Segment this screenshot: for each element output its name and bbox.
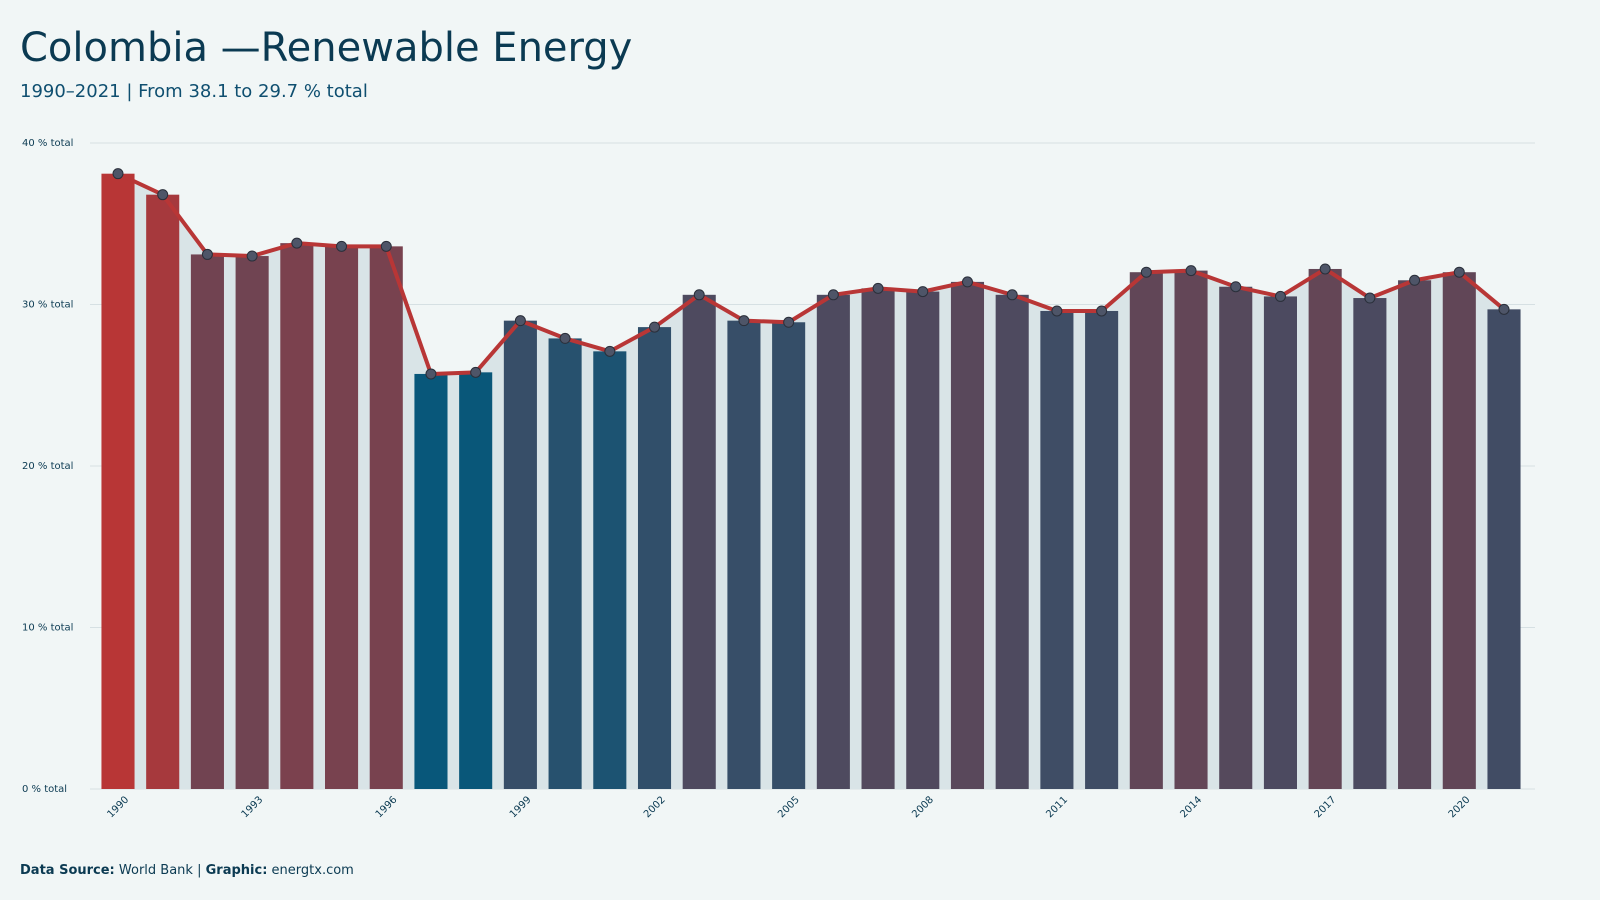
bar	[950, 281, 985, 789]
bar	[637, 327, 672, 789]
bar	[101, 173, 135, 789]
y-tick-label: 30 % total	[22, 300, 73, 311]
marker	[336, 240, 348, 252]
marker	[1319, 263, 1331, 275]
y-tick-label: 0 % total	[22, 784, 67, 795]
bar	[146, 194, 180, 789]
marker	[559, 332, 571, 344]
marker	[961, 276, 973, 288]
marker	[1051, 305, 1063, 317]
bar	[995, 294, 1029, 789]
chart-title: Colombia —Renewable Energy	[20, 25, 632, 71]
bar	[1174, 270, 1208, 790]
marker	[783, 316, 795, 328]
source: World Bank	[119, 863, 194, 878]
marker	[1453, 266, 1465, 278]
graphic: energtx.com	[272, 863, 354, 878]
marker	[1096, 305, 1108, 317]
marker	[380, 240, 392, 252]
marker	[470, 366, 482, 378]
bar	[459, 372, 493, 789]
bar	[1398, 280, 1432, 789]
bar	[1085, 310, 1119, 789]
bar	[1353, 298, 1387, 789]
separator: |	[197, 863, 201, 878]
bar	[772, 322, 806, 789]
marker	[604, 345, 616, 357]
footer: Data Source: World Bank | Graphic: energ…	[20, 863, 354, 878]
bar	[861, 288, 895, 789]
bar	[593, 351, 627, 789]
bar	[414, 373, 448, 789]
bar	[1487, 309, 1521, 789]
marker	[246, 250, 258, 262]
chart-subtitle: 1990–2021 | From 38.1 to 29.7 % total	[20, 81, 368, 102]
bar	[1442, 272, 1476, 789]
bar	[503, 320, 537, 789]
line	[117, 171, 1506, 376]
y-tick-label: 40 % total	[22, 138, 73, 149]
source-label: Data Source:	[20, 863, 115, 878]
marker	[917, 286, 929, 298]
bar	[682, 294, 716, 789]
marker	[1364, 292, 1376, 304]
marker	[693, 289, 705, 301]
graphic-label: Graphic:	[206, 863, 268, 878]
marker	[649, 321, 661, 333]
bar	[1263, 296, 1297, 789]
y-tick-label: 20 % total	[22, 461, 73, 472]
marker	[738, 315, 750, 327]
bar	[727, 320, 761, 789]
marker	[201, 248, 213, 260]
y-tick-label: 10 % total	[22, 623, 73, 634]
marker	[291, 237, 303, 249]
bar	[190, 254, 224, 789]
bar	[548, 338, 582, 789]
marker	[1185, 265, 1197, 277]
marker	[112, 168, 124, 180]
bar	[325, 246, 359, 790]
marker	[425, 368, 437, 380]
bar	[1129, 272, 1163, 789]
bar	[280, 243, 314, 789]
bar	[1308, 268, 1342, 790]
bar	[235, 256, 269, 789]
bar	[906, 291, 940, 789]
marker	[1409, 274, 1421, 286]
marker	[514, 315, 526, 327]
marker	[1140, 266, 1152, 278]
marker	[1498, 303, 1510, 315]
marker	[1230, 281, 1242, 293]
marker	[872, 282, 884, 294]
bar	[1219, 286, 1253, 789]
marker	[157, 189, 169, 201]
marker	[827, 289, 839, 301]
bar	[816, 294, 850, 789]
bar	[1040, 310, 1074, 789]
marker	[1006, 289, 1018, 301]
marker	[1274, 290, 1286, 302]
bar	[369, 246, 403, 790]
